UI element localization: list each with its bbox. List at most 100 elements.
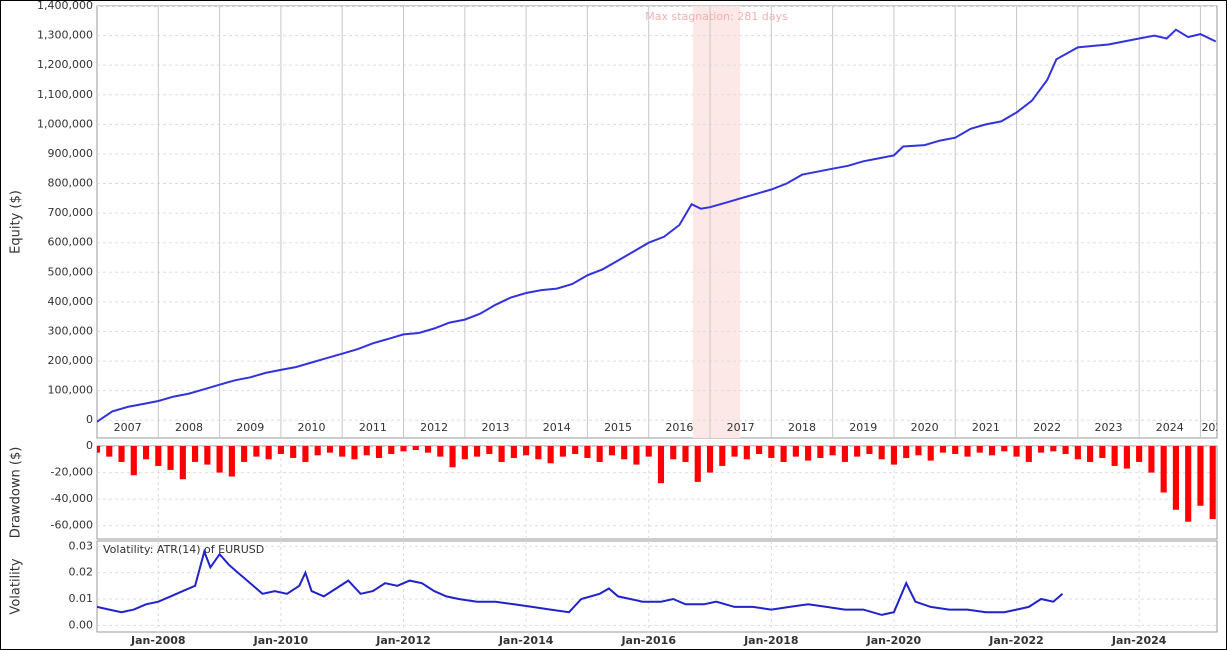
y-tick-label: 0.01 — [69, 592, 94, 605]
bar — [424, 446, 432, 453]
bar — [1099, 446, 1106, 458]
bar — [756, 446, 763, 454]
line — [97, 548, 1064, 616]
bar — [228, 446, 235, 477]
bar — [547, 446, 554, 464]
bar — [780, 446, 787, 462]
y-tick-label: -20,000 — [51, 466, 93, 479]
bar — [572, 446, 579, 454]
x-tick-label: Jan-2024 — [1111, 634, 1167, 647]
y-tick-label: 1,200,000 — [37, 58, 93, 71]
y-tick-label: 0 — [86, 439, 93, 452]
y-tick-label: 900,000 — [48, 147, 94, 160]
line — [97, 28, 1217, 423]
plot-area — [96, 445, 1218, 540]
year-label: 202 — [1201, 421, 1222, 434]
bar — [253, 446, 260, 457]
plot: Max stagnation: 281 days 2007 2008 2009 2010… — [97, 6, 1222, 438]
year-label: 2022 — [1033, 421, 1061, 434]
bar — [559, 446, 566, 457]
y-tick-label: 800,000 — [48, 177, 94, 190]
bar — [976, 446, 983, 453]
y-tick-label: 0.03 — [69, 539, 94, 552]
bar — [731, 446, 738, 457]
y-tick-label: 200,000 — [48, 354, 94, 367]
annotation: Max stagnation: 281 days — [645, 10, 788, 23]
x-tick-label: Jan-2008 — [130, 634, 186, 647]
y-axis-label: Equity ($) — [9, 190, 24, 254]
bar — [1062, 446, 1069, 454]
bar — [584, 446, 591, 458]
plot-area — [96, 540, 1218, 633]
bar — [927, 446, 934, 461]
bar — [314, 446, 321, 456]
year-label: 2014 — [543, 421, 571, 434]
y-tick-label: 1,300,000 — [37, 29, 93, 42]
year-label: 2019 — [849, 421, 877, 434]
bar — [179, 446, 186, 480]
bar — [1197, 446, 1204, 506]
x-tick-label: Jan-2022 — [988, 634, 1044, 647]
bar — [216, 446, 223, 473]
y-tick-label: 500,000 — [48, 265, 94, 278]
bar — [412, 446, 419, 450]
year-label: 2023 — [1094, 421, 1122, 434]
bar — [1185, 446, 1192, 522]
y-tick-label: 1,400,000 — [37, 0, 93, 12]
bar — [939, 446, 947, 453]
bar — [1172, 446, 1179, 510]
bar — [1209, 446, 1216, 520]
bar — [817, 446, 824, 458]
bar — [792, 446, 799, 457]
bar — [167, 446, 174, 470]
year-label: 2021 — [972, 421, 1000, 434]
bar — [449, 446, 456, 468]
bar — [474, 446, 481, 457]
bar — [339, 446, 346, 457]
bar — [706, 446, 714, 473]
bar — [1160, 446, 1167, 493]
bar — [192, 446, 199, 462]
bar — [952, 446, 959, 454]
x-tick-label: Jan-2012 — [375, 634, 431, 647]
bar — [1111, 446, 1118, 466]
bar — [118, 446, 125, 462]
legend: Volatility: ATR(14) of EURUSD — [103, 543, 264, 556]
x-tick-label: Jan-2020 — [866, 634, 922, 647]
bar — [461, 446, 468, 460]
bar — [621, 446, 628, 460]
bar — [498, 446, 505, 462]
bar — [915, 446, 922, 456]
plot-area — [96, 5, 1218, 439]
year-label: 2024 — [1156, 421, 1184, 434]
bar — [829, 446, 836, 456]
bar — [1025, 446, 1032, 462]
y-tick-label: 0 — [86, 413, 93, 426]
y-tick-label: 700,000 — [48, 206, 94, 219]
bar — [400, 446, 407, 452]
year-label: 2018 — [788, 421, 816, 434]
y-tick-label: 0.00 — [69, 618, 94, 631]
x-tick-label: Jan-2018 — [743, 634, 799, 647]
bar — [633, 446, 640, 465]
y-axis-label: Drawdown ($) — [9, 447, 24, 539]
y-tick-label: 1,000,000 — [37, 117, 93, 130]
year-label: 2012 — [420, 421, 448, 434]
bar — [608, 446, 616, 456]
y-tick-label: 1,100,000 — [37, 88, 93, 101]
bar — [878, 446, 885, 460]
bar — [290, 446, 297, 458]
x-tick-label: Jan-2016 — [620, 634, 676, 647]
y-tick-label: 600,000 — [48, 236, 94, 249]
bar — [204, 446, 211, 465]
bar — [437, 446, 444, 457]
bar — [1037, 446, 1045, 453]
bar — [768, 446, 775, 458]
bar — [351, 446, 358, 460]
year-label: 2011 — [359, 421, 387, 434]
y-tick-label: 0.02 — [69, 566, 94, 579]
bar — [743, 446, 750, 460]
bar — [97, 446, 101, 453]
year-label: 2007 — [114, 421, 142, 434]
bar — [1136, 446, 1143, 462]
